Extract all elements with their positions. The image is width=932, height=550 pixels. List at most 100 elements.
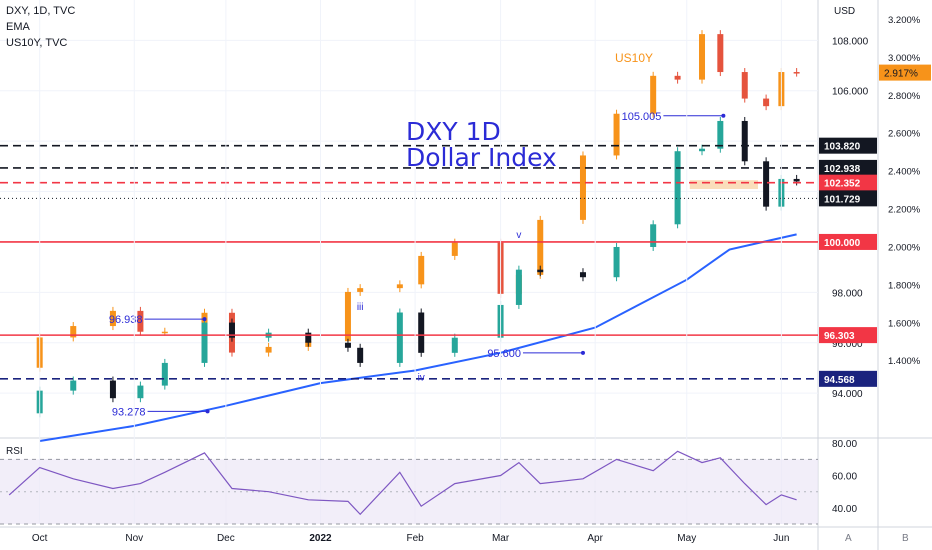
level-tag <box>819 159 877 176</box>
dxy-candle <box>763 161 770 207</box>
dxy-candle <box>650 224 657 247</box>
price-note-dot <box>205 409 210 414</box>
price-tick-label: 108.000 <box>832 36 869 47</box>
rsi-title: RSI <box>6 446 23 457</box>
price-tick-label: 94.000 <box>832 389 863 400</box>
level-tag-label: 102.352 <box>824 179 861 190</box>
rsi-tick-label: 60.00 <box>832 472 857 483</box>
us10y-candle <box>613 113 620 156</box>
dxy-candle <box>137 385 144 399</box>
price-tick-label: 106.000 <box>832 87 869 98</box>
level-tag <box>819 370 877 387</box>
us10y-candle <box>537 219 544 275</box>
price-note-dot <box>580 350 585 355</box>
ema-label: EMA <box>6 21 30 33</box>
price-note-dot <box>721 113 726 118</box>
yield-tick-label: 2.600% <box>888 129 921 140</box>
dxy-candle <box>741 120 748 162</box>
rsi-tick-label: 40.00 <box>832 504 857 515</box>
yield-tick-label: 1.400% <box>888 356 921 367</box>
price-tick-label: 96.000 <box>832 339 863 350</box>
dxy-candle <box>396 312 403 363</box>
us10y-candle <box>344 291 351 342</box>
level-tag-label: 94.568 <box>824 375 855 386</box>
dxy-candle <box>537 269 544 273</box>
us10y-candle <box>650 75 657 114</box>
scale-b-button[interactable]: B <box>902 533 909 544</box>
dxy-candle <box>515 269 522 305</box>
level-tag-label: 100.000 <box>824 238 861 249</box>
price-tick-label: 98.000 <box>832 288 863 299</box>
dxy-candle <box>109 380 116 399</box>
time-tick-label: Apr <box>587 533 603 544</box>
us10y-candle <box>109 310 116 327</box>
dxy-candle <box>579 272 586 278</box>
us10y-candle <box>763 98 770 107</box>
time-tick-label: Dec <box>217 533 235 544</box>
yield-ticker-tag <box>879 64 931 81</box>
dxy-candle <box>201 322 208 363</box>
us10y-candle <box>137 310 144 332</box>
annotation-title-line2: Dollar Index <box>406 143 557 172</box>
resistance-zone <box>689 180 758 190</box>
us10y-candle <box>161 331 168 334</box>
dxy-candle <box>161 362 168 386</box>
us10y-candle <box>265 346 272 353</box>
level-tag <box>819 327 877 344</box>
dxy-candle <box>228 322 235 338</box>
price-note-label: 96.938 <box>109 314 143 326</box>
time-tick-label: Feb <box>406 533 424 544</box>
dxy-candle <box>674 151 681 225</box>
yield-ticker-label: 2.917% <box>884 69 918 80</box>
yield-tick-label: 2.200% <box>888 205 921 216</box>
wave-label: iii <box>357 302 364 313</box>
us10y-candle <box>793 72 800 74</box>
level-tag <box>819 233 877 250</box>
overlay-symbol-label: US10Y, TVC <box>6 37 68 49</box>
us10y-candle <box>717 34 724 73</box>
level-tag <box>819 137 877 154</box>
level-tag-label: 96.303 <box>824 331 855 342</box>
annotation-title-line1: DXY 1D <box>406 117 501 146</box>
us10y-candle <box>451 242 458 256</box>
autoscale-button[interactable]: A <box>845 533 852 544</box>
level-tag <box>819 174 877 191</box>
dxy-candle <box>305 332 312 343</box>
yield-tick-label: 2.400% <box>888 167 921 178</box>
dxy-candle <box>418 312 425 353</box>
time-tick-label: Jun <box>773 533 789 544</box>
dxy-candle <box>70 380 77 391</box>
time-tick-label: Mar <box>492 533 510 544</box>
level-tag <box>819 190 877 207</box>
dxy-candle <box>451 337 458 353</box>
yield-tick-label: 2.800% <box>888 91 921 102</box>
time-tick-label: May <box>677 533 696 544</box>
yield-tick-label: 1.600% <box>888 318 921 329</box>
level-tag-label: 103.820 <box>824 142 861 153</box>
us10y-candle <box>699 34 706 80</box>
yield-tick-label: 3.200% <box>888 15 921 26</box>
dxy-candle <box>357 347 364 363</box>
dxy-candle <box>717 120 724 149</box>
price-note-label: 105.005 <box>622 111 662 123</box>
dxy-candle <box>613 246 620 278</box>
dxy-candle <box>344 342 351 348</box>
us10y-label: US10Y <box>615 51 653 65</box>
price-note-label: 95.600 <box>487 348 521 360</box>
price-note-dot <box>202 317 207 322</box>
rsi-line <box>8 450 797 516</box>
us10y-candle <box>579 155 586 220</box>
level-tag-label: 101.729 <box>824 194 861 205</box>
time-tick-label: 2022 <box>309 533 332 544</box>
time-tick-label: Oct <box>32 533 48 544</box>
yield-tick-label: 1.800% <box>888 280 921 291</box>
wave-label: v <box>516 230 521 241</box>
us10y-candle <box>741 72 748 99</box>
yield-tick-label: 3.000% <box>888 53 921 64</box>
dxy-candle <box>793 178 800 182</box>
us10y-candle <box>674 75 681 80</box>
dxy-candle <box>699 148 706 152</box>
us10y-candle <box>396 284 403 289</box>
symbol-title: DXY, 1D, TVC <box>6 5 76 17</box>
